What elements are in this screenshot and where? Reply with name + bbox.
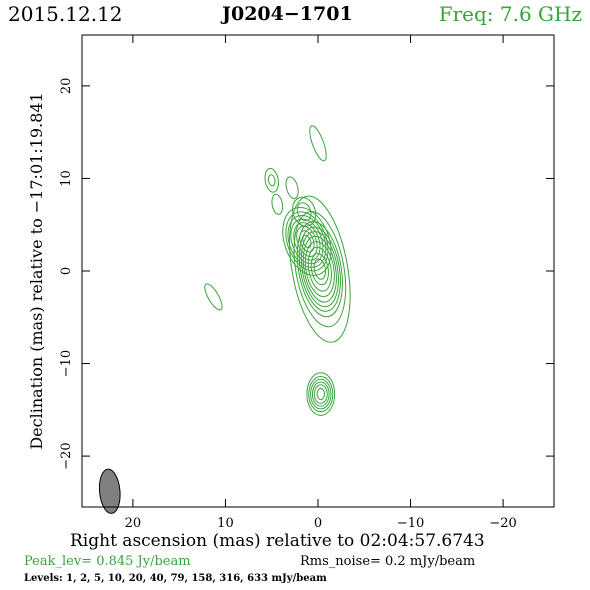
contour-jet-knot-2: [296, 202, 312, 222]
plot-frame: [81, 34, 555, 508]
axis-ticks: [82, 35, 554, 507]
source-name: J0204−1701: [222, 3, 353, 25]
contour-core-10: [313, 258, 327, 280]
x-axis-label: Right ascension (mas) relative to 02:04:…: [70, 531, 485, 551]
peak-level: Peak_lev= 0.845 Jy/beam: [24, 554, 191, 569]
contour-core-6: [302, 235, 337, 303]
contour-jet-knot-1: [292, 196, 317, 227]
contour-knot-c-1: [271, 193, 284, 215]
contour-core-1: [289, 195, 351, 343]
rms-noise: Rms_noise= 0.2 mJy/beam: [300, 554, 476, 569]
axis-tick-labels: 20 10 0 −10 −20 20 10 0 −10 −20: [59, 78, 517, 531]
contour-inner-jet-3: [287, 214, 327, 268]
contour-layer: [204, 125, 351, 416]
y-tick-label: 20: [59, 78, 74, 95]
beam-layer: [98, 468, 121, 514]
y-tick-label: 10: [59, 170, 74, 187]
contour-inner-jet-7: [299, 230, 315, 253]
contour-knot-b-1: [285, 176, 299, 200]
observation-date: 2015.12.12: [8, 2, 123, 26]
component-knot-b: [285, 176, 299, 200]
x-tick-label: −20: [489, 516, 516, 531]
contour-core-7: [304, 241, 335, 298]
contour-inner-jet-1: [282, 206, 332, 276]
y-tick-label: 0: [59, 267, 74, 275]
frequency-label: Freq: 7.6 GHz: [438, 2, 582, 26]
contour-southern-component-2: [308, 376, 334, 413]
contour-southern-component-4: [311, 381, 330, 407]
contour-southern-component-6: [316, 388, 325, 401]
beam-ellipse: [98, 468, 121, 514]
contour-core-5: [300, 231, 339, 308]
component-southern-component: [306, 372, 336, 416]
contour-core-8: [307, 246, 332, 292]
component-northern-feature: [309, 125, 327, 162]
component-jet-knot: [292, 196, 317, 227]
x-tick-label: −10: [397, 516, 424, 531]
component-inner-jet: [282, 206, 332, 276]
component-western-feature: [204, 283, 223, 311]
contour-inner-jet-2: [285, 211, 329, 272]
y-axis-label: Declination (mas) relative to −17:01:19.…: [27, 92, 46, 449]
contour-knot-a-1: [264, 167, 279, 193]
contour-inner-jet-8: [302, 234, 312, 249]
contour-southern-component-1: [306, 372, 336, 416]
x-tick-label: 10: [217, 516, 234, 531]
contour-inner-jet-5: [293, 222, 321, 261]
component-knot-a: [264, 167, 279, 193]
contour-core-2: [293, 211, 347, 328]
y-tick-label: −10: [59, 350, 74, 377]
contour-levels: Levels: 1, 2, 5, 10, 20, 40, 79, 158, 31…: [24, 573, 327, 584]
y-tick-label: −20: [59, 442, 74, 469]
contour-inner-jet-4: [290, 218, 324, 265]
contour-southern-component-3: [310, 378, 332, 410]
contour-southern-component-5: [313, 384, 328, 404]
contour-northern-feature-1: [309, 125, 327, 162]
x-tick-label: 0: [314, 516, 322, 531]
contour-inner-jet-6: [296, 225, 318, 258]
contour-core-3: [296, 221, 343, 318]
x-tick-label: 20: [125, 516, 142, 531]
component-knot-c: [271, 193, 284, 215]
contour-knot-a-2: [267, 174, 276, 187]
contour-western-feature-1: [204, 283, 223, 311]
